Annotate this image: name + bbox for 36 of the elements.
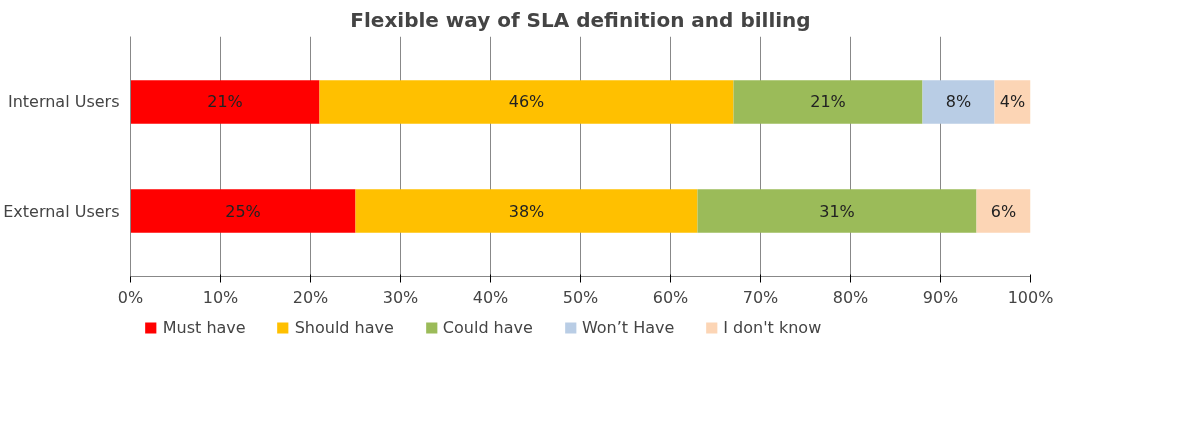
bar <box>922 80 995 124</box>
x-tick-label: 50% <box>562 287 599 307</box>
chart-title: Flexible way of SLA definition and billing <box>350 7 811 32</box>
bar <box>130 189 356 233</box>
y-tick-label: External Users <box>3 201 120 221</box>
data-label: 8% <box>945 92 972 112</box>
data-label: 31% <box>819 201 855 221</box>
data-label: 6% <box>990 201 1017 221</box>
data-label: 25% <box>225 201 261 221</box>
legend-label: Must have <box>162 317 246 337</box>
data-label: 38% <box>508 201 545 221</box>
x-tick-label: 40% <box>472 287 509 307</box>
data-label: 4% <box>999 92 1026 112</box>
data-label: 21% <box>810 92 846 112</box>
legend-label: I don't know <box>723 317 822 337</box>
legend-label: Should have <box>294 317 394 337</box>
legend-label: Won’t Have <box>581 317 675 337</box>
x-tick-label: 60% <box>652 287 689 307</box>
bar <box>733 80 923 124</box>
x-tick-label: 100% <box>1007 287 1054 307</box>
y-tick-label: Internal Users <box>7 92 120 112</box>
data-label: 21% <box>207 92 243 112</box>
bar <box>697 189 977 233</box>
bar <box>976 189 1031 233</box>
legend-label: Could have <box>442 317 533 337</box>
x-tick-label: 0% <box>117 287 144 307</box>
bar <box>355 189 698 233</box>
bar <box>319 80 734 124</box>
x-tick-label: 70% <box>742 287 779 307</box>
data-label: 46% <box>508 92 545 112</box>
x-tick-label: 20% <box>292 287 329 307</box>
x-tick-label: 10% <box>202 287 239 307</box>
x-tick-label: 80% <box>832 287 869 307</box>
x-tick-label: 90% <box>922 287 959 307</box>
bar <box>130 80 320 124</box>
x-tick-label: 30% <box>382 287 419 307</box>
